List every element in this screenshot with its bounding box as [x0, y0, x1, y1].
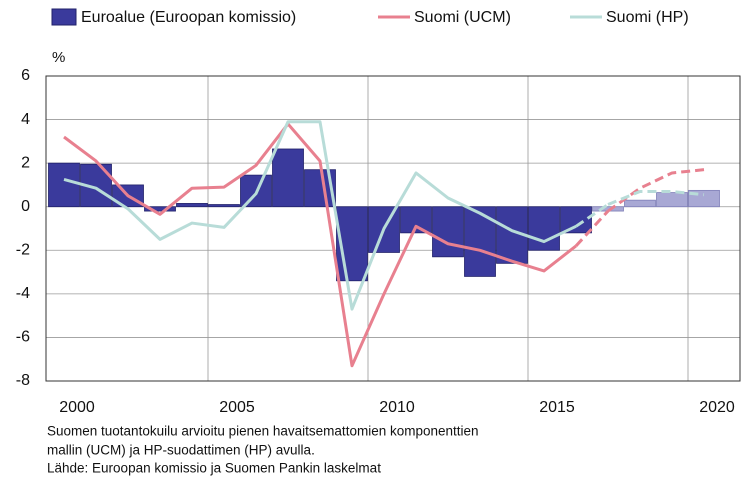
line-forecast — [607, 189, 705, 206]
bar — [272, 148, 304, 208]
bar — [528, 206, 560, 251]
y-tick-label: -8 — [16, 372, 30, 389]
legend-swatch — [51, 8, 77, 26]
y-tick-label: 2 — [21, 154, 30, 171]
legend-label: Euroalue (Euroopan komissio) — [81, 9, 296, 26]
bar — [208, 204, 240, 208]
y-tick-label: -2 — [16, 242, 30, 259]
bar — [560, 206, 592, 234]
line-forecast — [607, 168, 705, 213]
note: mallin (UCM) ja HP-suodattimen (HP) avul… — [47, 443, 315, 458]
legend-label: Suomi (HP) — [606, 9, 689, 26]
y-tick-label: -6 — [16, 329, 30, 346]
y-tick-label: -4 — [16, 285, 30, 302]
line — [63, 122, 577, 368]
y-tick-label: 0 — [21, 198, 30, 215]
line-bridge — [574, 210, 610, 247]
y-unit-label: % — [52, 49, 65, 66]
bar — [176, 203, 208, 208]
x-tick-label: 2005 — [219, 399, 255, 416]
x-tick-label: 2020 — [699, 399, 735, 416]
bar — [48, 162, 80, 208]
plot-frame — [45, 75, 741, 382]
line-bridge — [575, 203, 609, 228]
x-tick-label: 2000 — [59, 399, 95, 416]
bar — [656, 192, 688, 208]
line — [63, 120, 577, 311]
bar — [144, 206, 176, 212]
legend-label: Suomi (UCM) — [414, 9, 511, 26]
y-tick-label: 4 — [21, 111, 30, 128]
note: Suomen tuotantokuilu arvioitu pienen hav… — [47, 424, 479, 439]
bar — [400, 206, 432, 234]
bar — [464, 206, 496, 277]
note: Lähde: Euroopan komissio ja Suomen Panki… — [47, 461, 381, 476]
bar — [624, 199, 656, 208]
bar — [432, 206, 464, 258]
y-tick-label: 6 — [21, 67, 30, 84]
x-tick-label: 2015 — [539, 399, 575, 416]
x-tick-label: 2010 — [379, 399, 415, 416]
